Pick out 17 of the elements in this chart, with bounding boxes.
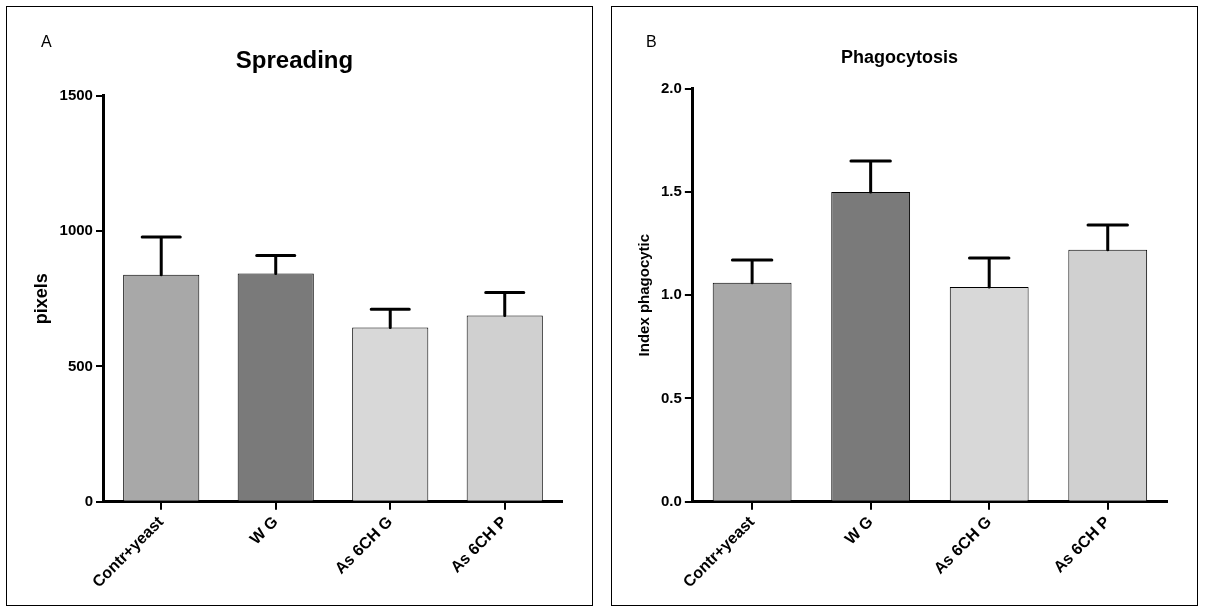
x-tick-label: W G	[246, 512, 281, 548]
y-tick-label: 0	[84, 491, 93, 509]
chart-title: Spreading	[235, 46, 354, 74]
chart-title: Phagocytosis	[840, 46, 959, 67]
x-tick-label: W G	[841, 512, 876, 548]
y-tick-label: 500	[67, 356, 93, 374]
y-tick-label: 0.5	[660, 388, 682, 406]
text: A	[41, 33, 52, 51]
y-tick-label: 1.0	[660, 285, 682, 303]
text: B	[646, 33, 657, 51]
y-tick-label: 2.0	[660, 78, 682, 96]
y-axis-title: Index phagocytic	[635, 233, 653, 357]
y-tick-label: 0.0	[660, 491, 682, 509]
y-tick-label: 1000	[59, 221, 93, 239]
y-tick-label: 1.5	[660, 182, 682, 200]
y-axis-title: pixels	[30, 273, 51, 325]
y-tick-label: 1500	[59, 85, 93, 103]
